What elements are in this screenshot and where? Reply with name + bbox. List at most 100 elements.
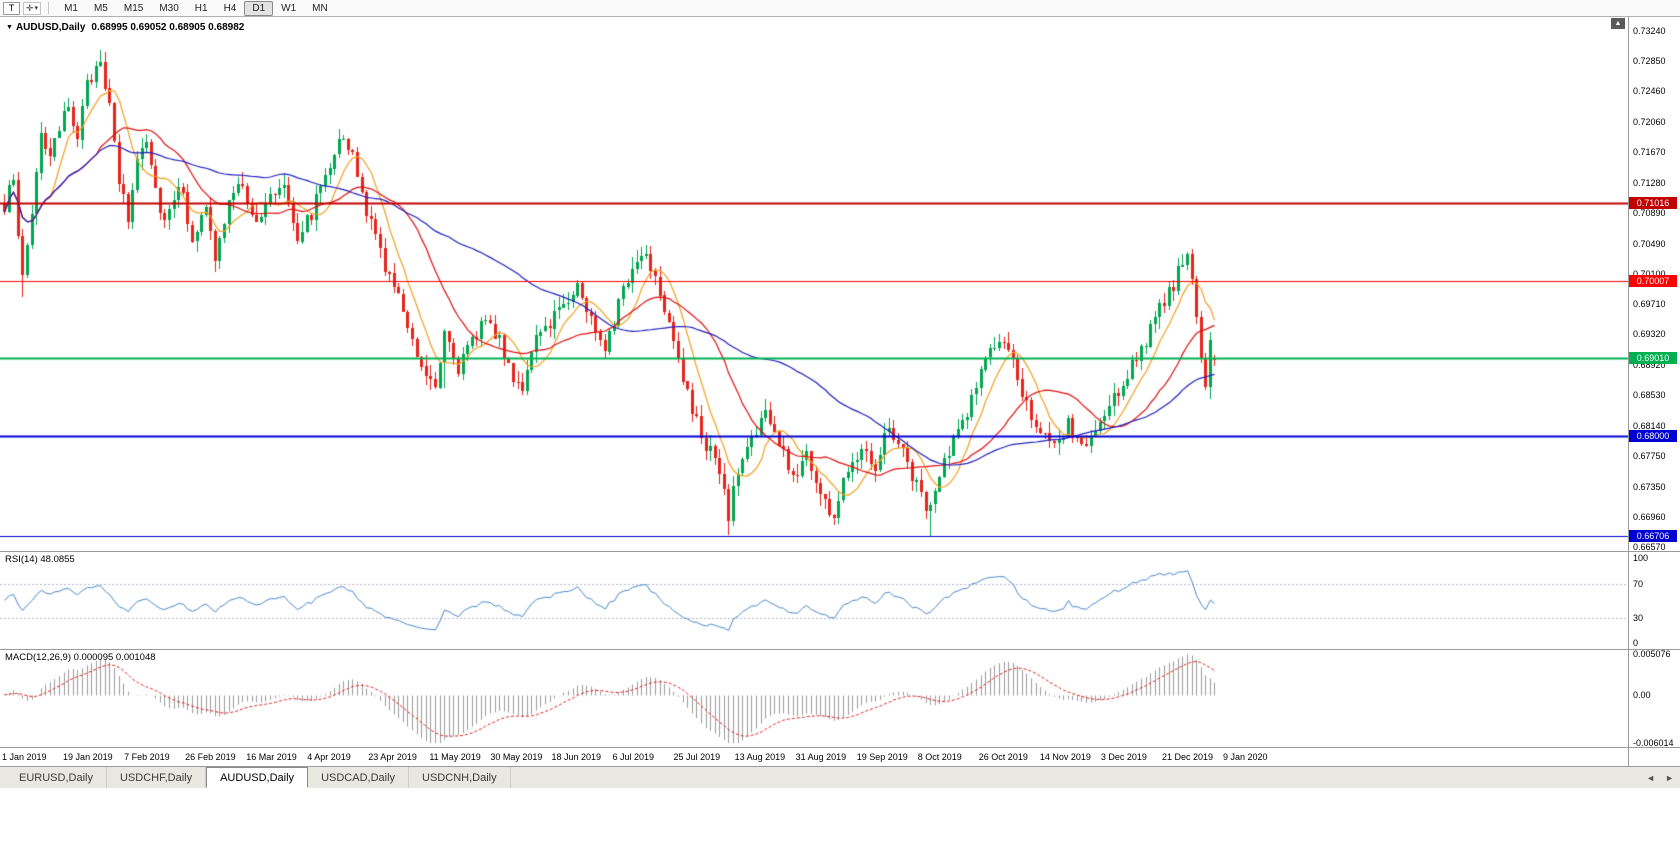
chart-ohlc-values: 0.68995 0.69052 0.68905 0.68982 (91, 22, 245, 33)
timeframe-d1-button[interactable]: D1 (244, 0, 274, 16)
crosshair-icon: ✛ (26, 2, 34, 13)
date-axis-label: 25 Jul 2019 (673, 752, 721, 762)
hline-price-label: 0.70007 (1629, 275, 1677, 287)
macd-label: MACD(12,26,9) 0.000095 0.001048 (5, 652, 156, 663)
date-axis-label: 3 Dec 2019 (1100, 752, 1147, 762)
date-axis-label: 14 Nov 2019 (1039, 752, 1091, 762)
rsi-axis-tick: 0 (1633, 638, 1639, 648)
rsi-label: RSI(14) 48.0855 (5, 554, 75, 565)
timeframe-mn-button[interactable]: MN (312, 2, 328, 14)
timeframe-button-group: M1 M5 M15 M30 H1 H4 D1 W1 MN (56, 0, 336, 16)
price-axis-tick: 0.66570 (1633, 542, 1666, 552)
tab-usdcad[interactable]: USDCAD,Daily (308, 767, 410, 788)
timeframe-h4-button[interactable]: H4 (223, 2, 237, 14)
toolbar: T ✛ ▾ M1 M5 M15 M30 H1 H4 D1 W1 MN (0, 0, 1680, 17)
axis-separator-line (1628, 17, 1629, 766)
hline-price-label: 0.69010 (1629, 352, 1677, 364)
hline-price-labels: 0.71016 0.70007 0.69010 0.68000 0.66706 (1629, 17, 1677, 551)
date-axis-label: 31 Aug 2019 (795, 752, 847, 762)
date-axis-label: 13 Aug 2019 (734, 752, 786, 762)
timeframe-m5-button[interactable]: M5 (93, 2, 108, 14)
date-axis-label: 1 Jan 2019 (2, 752, 47, 762)
chart-symbol-label: AUDUSD,Daily (15, 22, 86, 33)
price-axis-tick: 0.72060 (1633, 117, 1666, 128)
date-axis-label: 18 Jun 2019 (551, 752, 601, 762)
price-axis-tick: 0.68920 (1633, 360, 1666, 371)
rsi-axis-tick: 30 (1633, 612, 1644, 623)
date-axis[interactable]: 1 Jan 2019 19 Jan 2019 7 Feb 2019 26 Feb 20… (0, 748, 1680, 766)
panel-separator[interactable] (0, 649, 1680, 650)
date-axis-label: 4 Apr 2019 (307, 752, 351, 762)
price-axis-tick: 0.69320 (1633, 329, 1666, 340)
hline-price-label: 0.66706 (1629, 530, 1677, 542)
date-axis-label: 21 Dec 2019 (1161, 752, 1213, 762)
chart-tool-button[interactable]: T (3, 1, 20, 15)
price-axis[interactable]: 0.73240 0.72850 0.72460 0.72060 0.71670 0.712… (1633, 17, 1679, 552)
drawing-tool-button[interactable]: ✛ ▾ (23, 1, 42, 15)
price-axis-tick: 0.71670 (1633, 147, 1666, 158)
macd-axis-tick: -0.006014 (1633, 738, 1674, 748)
rsi-axis-tick: 70 (1633, 578, 1644, 589)
main-chart-panel: ▼ AUDUSD,Daily 0.68995 0.69052 0.68905 0.6… (0, 17, 1680, 552)
timeframe-w1-button[interactable]: W1 (281, 2, 297, 14)
macd-axis: 0.005076 0.00 -0.006014 (1633, 649, 1679, 748)
macd-axis-tick: 0.00 (1633, 689, 1651, 700)
rsi-axis: 100 70 30 0 (1633, 552, 1679, 649)
price-axis-tick: 0.68530 (1633, 390, 1666, 401)
date-axis-label: 16 Mar 2019 (246, 752, 297, 762)
macd-axis-tick: 0.005076 (1633, 649, 1671, 659)
date-axis-label: 23 Apr 2019 (368, 752, 417, 762)
price-axis-tick: 0.69710 (1633, 299, 1666, 310)
price-axis-tick: 0.70490 (1633, 238, 1666, 249)
chart-tabs: EURUSD,Daily USDCHF,Daily AUDUSD,Daily USDC… (6, 767, 511, 788)
hline-price-label: 0.68000 (1629, 430, 1677, 442)
tab-eurusd[interactable]: EURUSD,Daily (6, 767, 107, 788)
tab-usdchf[interactable]: USDCHF,Daily (107, 767, 207, 788)
timeframe-m30-button[interactable]: M30 (159, 2, 179, 14)
rsi-canvas[interactable] (0, 552, 1628, 649)
panel-separator (0, 747, 1680, 748)
tab-scroll-buttons: ◄ ► (1646, 767, 1674, 789)
price-axis-tick: 0.72850 (1633, 56, 1666, 67)
price-axis-tick: 0.70890 (1633, 207, 1666, 218)
price-chart-canvas[interactable] (0, 17, 1628, 551)
toolbar-separator (48, 2, 50, 14)
date-axis-label: 30 May 2019 (490, 752, 543, 762)
date-axis-label: 7 Feb 2019 (124, 752, 170, 762)
date-axis-label: 26 Feb 2019 (185, 752, 236, 762)
price-axis-tick: 0.72460 (1633, 86, 1666, 97)
price-axis-tick: 0.67350 (1633, 481, 1666, 492)
panel-separator[interactable] (0, 551, 1680, 552)
symbol-marker-icon: ▼ (6, 24, 13, 31)
macd-indicator-panel: MACD(12,26,9) 0.000095 0.001048 0.005076… (0, 649, 1680, 748)
chart-scroll-button[interactable]: ▲ (1611, 18, 1625, 29)
date-axis-label: 19 Sep 2019 (856, 752, 908, 762)
date-axis-label: 11 May 2019 (429, 752, 481, 762)
date-axis-label: 9 Jan 2020 (1223, 752, 1268, 762)
date-axis-label: 6 Jul 2019 (612, 752, 655, 762)
date-axis-label: 26 Oct 2019 (978, 752, 1028, 762)
macd-canvas[interactable] (0, 650, 1628, 747)
date-axis-label: 19 Jan 2019 (63, 752, 113, 762)
price-axis-tick: 0.70100 (1633, 268, 1666, 279)
tab-scroll-left-button[interactable]: ◄ (1646, 773, 1656, 783)
tab-audusd[interactable]: AUDUSD,Daily (206, 767, 309, 788)
price-axis-tick: 0.68140 (1633, 420, 1666, 431)
timeframe-m1-button[interactable]: M1 (64, 2, 78, 14)
hline-price-label: 0.71016 (1629, 197, 1677, 209)
rsi-indicator-panel: RSI(14) 48.0855 100 70 30 0 (0, 552, 1680, 649)
chevron-down-icon: ▾ (34, 5, 39, 12)
timeframe-m15-button[interactable]: M15 (123, 2, 144, 14)
price-axis-tick: 0.71280 (1633, 177, 1666, 188)
chart-tab-bar: EURUSD,Daily USDCHF,Daily AUDUSD,Daily USDC… (0, 766, 1680, 788)
price-axis-tick: 0.73240 (1633, 26, 1666, 36)
chart-title: ▼ AUDUSD,Daily 0.68995 0.69052 0.68905 0.6… (6, 22, 244, 33)
timeframe-h1-button[interactable]: H1 (194, 2, 208, 14)
tab-usdcnh[interactable]: USDCNH,Daily (409, 767, 511, 788)
tab-scroll-right-button[interactable]: ► (1665, 773, 1674, 783)
date-axis-label: 8 Oct 2019 (917, 752, 962, 762)
rsi-axis-tick: 100 (1633, 553, 1649, 563)
price-axis-tick: 0.67750 (1633, 450, 1666, 461)
price-axis-tick: 0.66960 (1633, 511, 1666, 522)
